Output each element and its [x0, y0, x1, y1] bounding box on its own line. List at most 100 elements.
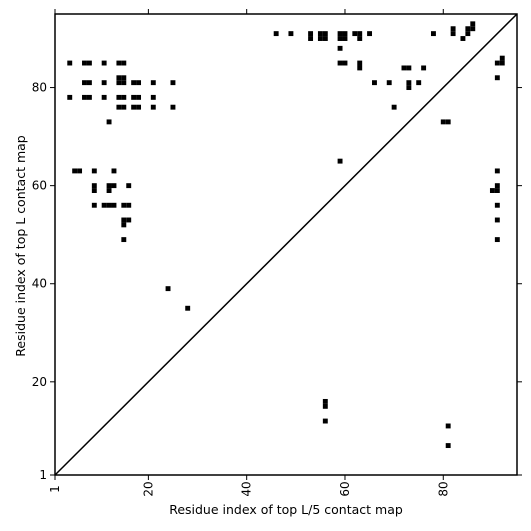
contact-point-top-l	[121, 104, 127, 110]
contact-point-top-l5	[450, 26, 456, 32]
contact-point-top-l	[77, 168, 83, 174]
contact-point-top-l	[101, 80, 107, 86]
contact-point-top-l	[136, 104, 142, 110]
contact-point-top-l	[342, 60, 348, 66]
contact-point-top-l	[121, 202, 127, 208]
contact-point-top-l	[131, 104, 137, 110]
y-tick-label: 60	[32, 179, 47, 193]
contact-point-top-l5	[445, 443, 451, 449]
contact-point-top-l	[337, 45, 343, 51]
contact-point-top-l	[86, 94, 92, 100]
contact-point-top-l	[317, 31, 323, 37]
contact-point-top-l	[67, 60, 73, 66]
diagonal-line-layer	[54, 13, 518, 476]
contact-point-top-l	[357, 65, 363, 71]
contact-point-top-l	[131, 94, 137, 100]
contact-point-top-l	[367, 31, 373, 37]
contact-point-top-l5	[494, 60, 500, 66]
contact-point-top-l	[357, 36, 363, 41]
contact-point-top-l	[106, 183, 112, 189]
contact-point-top-l	[86, 80, 92, 86]
contact-point-top-l	[106, 202, 112, 208]
contact-point-top-l	[106, 188, 112, 193]
contact-point-top-l	[91, 202, 97, 208]
contact-point-top-l	[72, 168, 78, 174]
contact-point-top-l	[421, 65, 427, 71]
contact-point-top-l	[126, 202, 132, 208]
contact-point-top-l5	[450, 31, 456, 37]
contact-point-top-l	[337, 60, 343, 66]
contact-point-top-l	[82, 80, 87, 86]
contact-point-top-l	[322, 31, 328, 37]
contact-point-top-l	[121, 237, 127, 243]
contact-point-top-l5	[499, 60, 505, 66]
contact-point-top-l5	[494, 188, 500, 193]
contact-point-top-l	[308, 36, 314, 41]
contact-point-top-l5	[460, 36, 466, 41]
contact-point-top-l5	[445, 423, 451, 429]
contact-point-top-l	[317, 36, 323, 41]
contact-point-top-l	[136, 80, 142, 86]
contact-point-top-l	[121, 217, 127, 223]
contact-point-top-l5	[494, 202, 500, 208]
contact-point-top-l5	[470, 21, 476, 27]
contact-point-top-l	[111, 168, 117, 174]
contact-point-top-l	[121, 60, 127, 66]
contact-point-top-l	[288, 31, 294, 37]
contact-point-top-l5	[322, 398, 328, 404]
contact-point-top-l	[111, 183, 117, 189]
contact-point-top-l	[357, 31, 363, 37]
x-tick-label: 20	[141, 481, 155, 496]
contact-point-top-l	[126, 183, 132, 189]
contact-point-top-l	[165, 286, 171, 292]
contact-point-top-l	[337, 31, 343, 37]
y-tick-label: 80	[32, 81, 47, 95]
contact-point-top-l	[273, 31, 279, 37]
contact-point-top-l	[101, 202, 107, 208]
contact-point-top-l	[406, 85, 412, 91]
x-tick-label: 80	[436, 481, 450, 496]
contact-point-top-l	[86, 60, 92, 66]
contact-point-top-l	[91, 183, 97, 189]
contact-point-top-l5	[322, 418, 328, 424]
contact-point-top-l	[82, 60, 87, 66]
contact-point-top-l	[101, 60, 107, 66]
contact-point-top-l	[170, 80, 176, 86]
contact-point-top-l	[416, 80, 422, 86]
contact-point-top-l5	[470, 26, 476, 32]
contact-point-top-l	[116, 104, 122, 110]
contact-point-top-l	[406, 80, 412, 86]
contact-point-top-l	[116, 80, 122, 86]
contact-point-top-l5	[494, 217, 500, 223]
contact-point-top-l5	[440, 119, 446, 125]
contact-point-top-l5	[489, 188, 495, 193]
x-tick-label: 40	[240, 481, 254, 496]
contact-point-top-l5	[494, 237, 500, 243]
contact-point-top-l	[150, 94, 156, 100]
y-tick-label: 40	[32, 277, 47, 291]
contact-points-layer	[67, 21, 505, 449]
contact-point-top-l5	[494, 168, 500, 174]
contact-point-top-l	[342, 36, 348, 41]
contact-point-top-l	[322, 36, 328, 41]
contact-point-top-l	[337, 158, 343, 164]
contact-point-top-l	[106, 119, 112, 125]
contact-point-top-l	[116, 75, 122, 81]
contact-point-top-l5	[465, 31, 471, 37]
contact-point-top-l	[67, 94, 73, 100]
contact-point-top-l	[150, 80, 156, 86]
diagonal-line	[54, 13, 518, 476]
contact-point-top-l	[337, 36, 343, 41]
contact-point-top-l	[121, 222, 127, 228]
contact-point-top-l5	[494, 75, 500, 81]
contact-point-top-l	[406, 65, 412, 71]
x-tick-label: 1	[48, 485, 62, 493]
contact-point-top-l	[131, 80, 137, 86]
contact-point-top-l	[111, 202, 117, 208]
contact-point-top-l	[308, 31, 314, 37]
contact-point-top-l	[136, 94, 142, 100]
contact-point-top-l	[401, 65, 407, 71]
contact-point-top-l	[91, 188, 97, 193]
contact-point-top-l	[116, 94, 122, 100]
